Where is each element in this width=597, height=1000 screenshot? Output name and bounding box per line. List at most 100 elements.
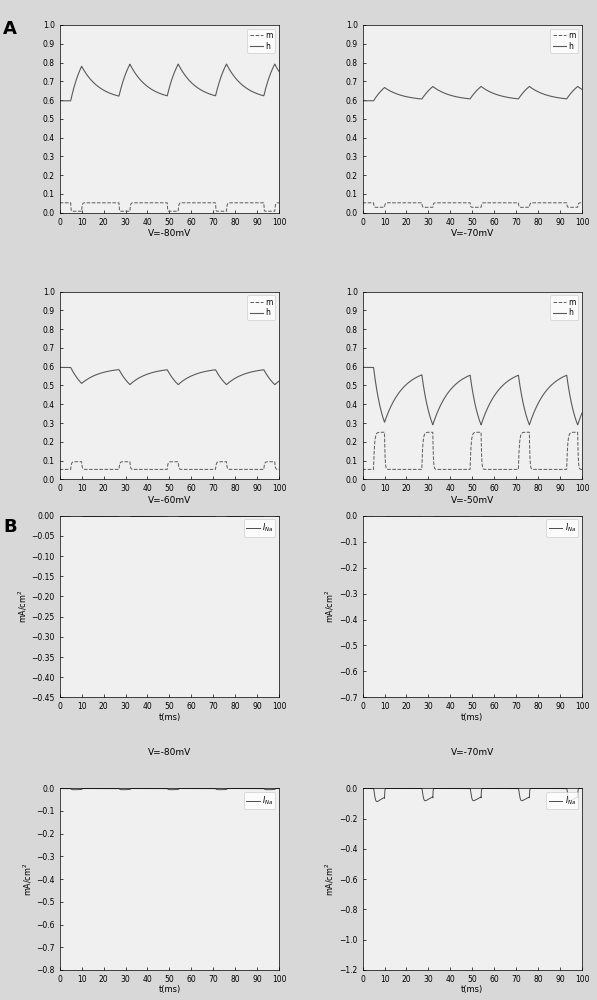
m (381, 426, 388, 438)
m (381, 201, 388, 213)
Legend: m, h: m, h (247, 29, 275, 53)
m (578, 463, 586, 475)
m (99, 197, 106, 209)
Line: h: h (362, 367, 582, 425)
m (359, 463, 366, 475)
h (487, 396, 494, 408)
h (184, 372, 192, 384)
Legend: m, h: m, h (247, 295, 275, 320)
$I_{Na}$ (56, 510, 63, 522)
X-axis label: t(ms): t(ms) (158, 713, 180, 722)
$I_{Na}$ (510, 510, 518, 522)
$I_{Na}$ (578, 510, 586, 522)
h (568, 398, 575, 410)
$I_{Na}$ (373, 796, 380, 808)
Line: $I_{Na}$: $I_{Na}$ (60, 788, 279, 790)
h (271, 58, 278, 70)
Text: A: A (3, 20, 17, 38)
$I_{Na}$ (274, 510, 281, 522)
m (510, 463, 518, 475)
h (205, 365, 212, 377)
X-axis label: t(ms): t(ms) (461, 713, 484, 722)
Legend: $I_{Na}$: $I_{Na}$ (546, 519, 578, 537)
h (276, 375, 283, 387)
$I_{Na}$ (276, 510, 283, 522)
h (381, 82, 389, 94)
$I_{Na}$ (70, 784, 78, 796)
m (265, 205, 272, 217)
$I_{Na}$ (79, 783, 86, 795)
$I_{Na}$ (359, 510, 366, 522)
$I_{Na}$ (487, 782, 494, 794)
h (359, 95, 366, 107)
m (276, 463, 283, 475)
h (510, 92, 518, 104)
$I_{Na}$ (381, 783, 389, 795)
h (56, 95, 63, 107)
m (79, 461, 86, 473)
h (359, 361, 366, 373)
m (208, 197, 215, 209)
X-axis label: V=-60mV: V=-60mV (148, 496, 191, 505)
$I_{Na}$ (578, 782, 586, 794)
h (574, 80, 581, 92)
X-axis label: V=-80mV: V=-80mV (148, 229, 191, 238)
m (184, 197, 192, 209)
h (99, 84, 106, 96)
Legend: m, h: m, h (550, 29, 578, 53)
$I_{Na}$ (79, 510, 86, 522)
m (507, 197, 515, 209)
Legend: $I_{Na}$: $I_{Na}$ (546, 792, 578, 809)
$I_{Na}$ (402, 782, 409, 794)
m (75, 205, 82, 217)
m (381, 451, 389, 463)
$I_{Na}$ (99, 510, 106, 522)
Y-axis label: mA/cm$^2$: mA/cm$^2$ (16, 590, 29, 623)
m (402, 463, 409, 475)
Y-axis label: mA/cm$^2$: mA/cm$^2$ (324, 590, 337, 623)
m (56, 463, 63, 475)
$I_{Na}$ (507, 782, 515, 794)
h (510, 371, 518, 383)
h (208, 89, 215, 101)
$I_{Na}$ (381, 510, 389, 522)
$I_{Na}$ (99, 783, 106, 795)
Legend: $I_{Na}$: $I_{Na}$ (244, 792, 275, 809)
h (265, 372, 272, 384)
Legend: $I_{Na}$: $I_{Na}$ (244, 519, 275, 537)
$I_{Na}$ (184, 783, 192, 795)
h (578, 407, 586, 419)
$I_{Na}$ (359, 782, 366, 794)
m (568, 426, 575, 438)
m (507, 463, 515, 475)
h (507, 92, 515, 104)
Y-axis label: mA/cm$^2$: mA/cm$^2$ (21, 863, 33, 896)
$I_{Na}$ (265, 784, 272, 796)
h (56, 361, 63, 373)
$I_{Na}$ (487, 510, 494, 522)
h (487, 86, 494, 98)
$I_{Na}$ (184, 510, 192, 522)
Line: m: m (362, 432, 582, 469)
m (381, 198, 389, 210)
$I_{Na}$ (205, 783, 212, 795)
Line: m: m (60, 203, 279, 211)
m (359, 197, 366, 209)
m (205, 463, 212, 475)
m (510, 197, 518, 209)
Y-axis label: mA/cm$^2$: mA/cm$^2$ (324, 863, 337, 896)
m (487, 463, 494, 475)
Line: h: h (60, 64, 279, 101)
$I_{Na}$ (56, 782, 63, 794)
h (79, 377, 86, 389)
h (381, 415, 389, 427)
$I_{Na}$ (276, 783, 283, 795)
Line: $I_{Na}$: $I_{Na}$ (362, 788, 582, 802)
h (568, 86, 575, 98)
m (56, 197, 63, 209)
h (578, 83, 586, 95)
Line: m: m (362, 203, 582, 207)
h (79, 61, 86, 73)
Text: V=-70mV: V=-70mV (451, 748, 494, 757)
Legend: m, h: m, h (550, 295, 578, 320)
